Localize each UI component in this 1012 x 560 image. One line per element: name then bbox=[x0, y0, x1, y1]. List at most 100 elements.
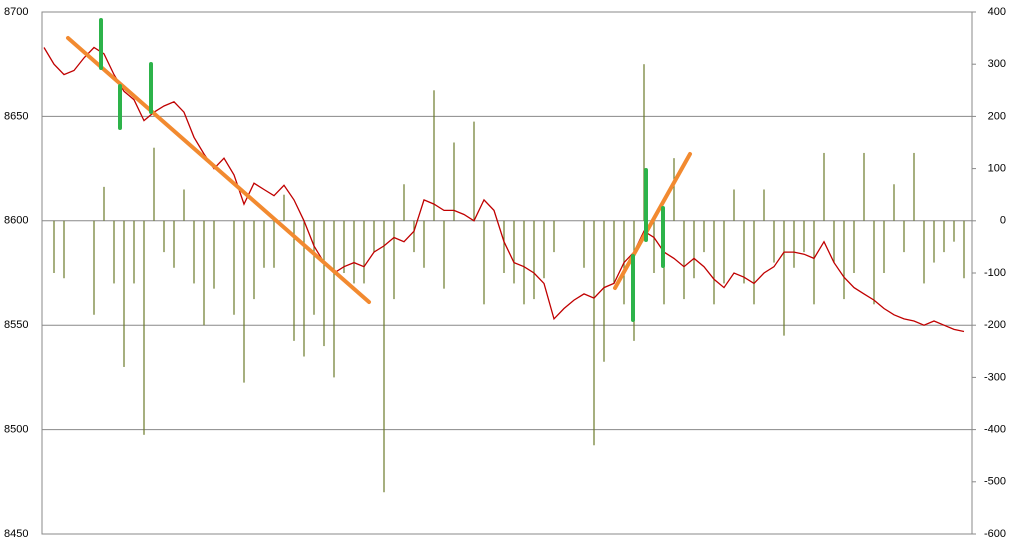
volume-bar bbox=[63, 220, 65, 279]
y-tick-label: 8700 bbox=[4, 6, 28, 18]
volume-bar bbox=[923, 220, 925, 284]
volume-bar bbox=[163, 220, 165, 253]
volume-bar bbox=[783, 220, 785, 336]
volume-bar bbox=[833, 220, 835, 263]
volume-bar bbox=[243, 220, 245, 383]
volume-bar bbox=[523, 220, 525, 305]
volume-bar bbox=[263, 220, 265, 268]
volume-bar bbox=[303, 220, 305, 357]
annotations bbox=[66, 18, 692, 322]
volume-bar bbox=[323, 220, 325, 347]
marks: 8450 8500 8550 8600 8650 8700 -600 -500 -400 -300… bbox=[4, 6, 1006, 540]
volume-bar bbox=[193, 220, 195, 284]
volume-bar bbox=[233, 220, 235, 315]
volume-bar bbox=[593, 220, 595, 446]
y-tick-label: 8650 bbox=[4, 110, 28, 122]
price-line bbox=[43, 46, 965, 333]
volume-bar bbox=[393, 220, 395, 300]
volume-bar bbox=[513, 220, 515, 284]
volume-bar bbox=[773, 220, 775, 263]
volume-bar bbox=[153, 147, 155, 221]
volume-bar bbox=[803, 220, 805, 253]
volume-bar bbox=[813, 220, 815, 305]
volume-bar bbox=[103, 186, 105, 221]
volume-bar bbox=[403, 184, 405, 221]
volume-bar bbox=[873, 220, 875, 305]
volume-bar bbox=[423, 220, 425, 268]
volume-bar bbox=[183, 189, 185, 221]
volume-bar bbox=[213, 220, 215, 289]
plot-frame bbox=[41, 11, 973, 535]
volume-bar bbox=[903, 220, 905, 253]
volume-bar bbox=[293, 220, 295, 341]
volume-bar bbox=[343, 220, 345, 273]
volume-bar bbox=[723, 220, 725, 284]
y2-tick-label: -600 bbox=[984, 528, 1006, 540]
volume-bar bbox=[743, 220, 745, 284]
trend-line bbox=[66, 36, 371, 304]
volume-bar bbox=[853, 220, 855, 273]
volume-bar bbox=[53, 220, 55, 273]
volume-bar bbox=[883, 220, 885, 273]
volume-bar bbox=[543, 220, 545, 279]
volume-bar bbox=[483, 220, 485, 305]
volume-bar bbox=[363, 220, 365, 284]
volume-bar bbox=[733, 189, 735, 221]
volume-bar bbox=[313, 220, 315, 315]
volume-bar bbox=[693, 220, 695, 279]
volume-bar bbox=[373, 220, 375, 253]
volume-bar bbox=[473, 121, 475, 221]
y2-tick-label: 400 bbox=[988, 6, 1006, 18]
volume-bar bbox=[143, 220, 145, 435]
volume-bar bbox=[793, 220, 795, 268]
volume-bar bbox=[173, 220, 175, 268]
volume-bar bbox=[533, 220, 535, 300]
y2-tick-label: -400 bbox=[984, 424, 1006, 436]
volume-bar bbox=[953, 220, 955, 242]
volume-bar bbox=[753, 220, 755, 305]
trend-line bbox=[613, 152, 692, 290]
volume-bar bbox=[763, 189, 765, 221]
volume-bar bbox=[503, 220, 505, 273]
volume-bar bbox=[703, 220, 705, 253]
y-tick-label: 8450 bbox=[4, 528, 28, 540]
volume-bar bbox=[353, 220, 355, 284]
volume-bar bbox=[683, 220, 685, 300]
y2-tick-label: 0 bbox=[1000, 215, 1006, 227]
volume-bar bbox=[553, 220, 555, 253]
y-tick-label: 8600 bbox=[4, 215, 28, 227]
y2-tick-label: 100 bbox=[988, 163, 1006, 175]
y-tick-label: 8500 bbox=[4, 424, 28, 436]
y2-tick-label: -300 bbox=[984, 371, 1006, 383]
volume-bar bbox=[583, 220, 585, 268]
volume-bar bbox=[123, 220, 125, 367]
volume-bar bbox=[203, 220, 205, 326]
volume-bar bbox=[713, 220, 715, 305]
volume-bar bbox=[443, 220, 445, 289]
y2-tick-label: 300 bbox=[988, 58, 1006, 70]
volume-bar bbox=[933, 220, 935, 263]
volume-bar bbox=[673, 158, 675, 221]
volume-bar bbox=[863, 152, 865, 221]
volume-bar bbox=[133, 220, 135, 284]
volume-bar bbox=[653, 220, 655, 273]
volume-bar bbox=[823, 152, 825, 221]
y2-tick-label: 200 bbox=[988, 110, 1006, 122]
y-tick-label: 8550 bbox=[4, 319, 28, 331]
volume-bar bbox=[453, 142, 455, 221]
volume-bar bbox=[333, 220, 335, 378]
volume-bar bbox=[413, 220, 415, 253]
volume-bar bbox=[943, 220, 945, 253]
y2-tick-label: -100 bbox=[984, 267, 1006, 279]
volume-bar bbox=[613, 220, 615, 284]
volume-bar bbox=[963, 220, 965, 279]
volume-bar bbox=[93, 220, 95, 315]
volume-bar bbox=[643, 64, 645, 221]
volume-bar bbox=[383, 220, 385, 493]
volume-bar bbox=[113, 220, 115, 284]
volume-bar bbox=[893, 184, 895, 221]
volume-bar bbox=[283, 194, 285, 221]
volume-bar bbox=[603, 220, 605, 362]
volume-bar bbox=[913, 152, 915, 221]
